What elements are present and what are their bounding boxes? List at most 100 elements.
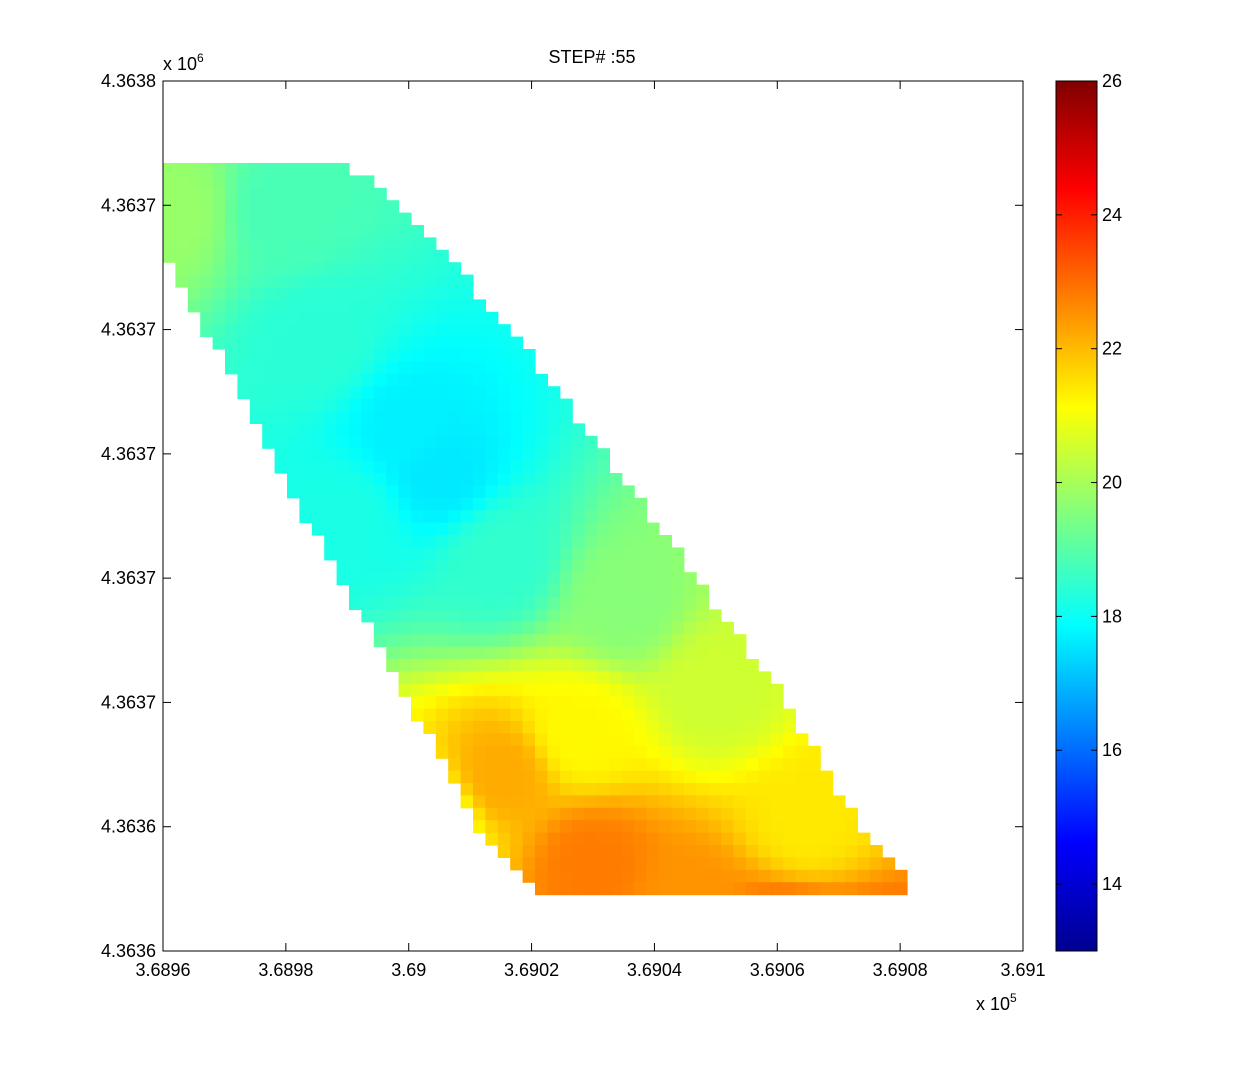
heatmap-cell <box>510 820 524 834</box>
heatmap-cell <box>535 683 548 697</box>
heatmap-cell <box>584 522 598 536</box>
heatmap-cell <box>473 311 486 325</box>
colorbar-tick-label: 18 <box>1102 606 1122 626</box>
heatmap-cell <box>559 845 573 858</box>
heatmap-cell <box>299 225 313 238</box>
heatmap-cell <box>262 411 276 424</box>
heatmap-cell <box>299 373 313 387</box>
heatmap-cell <box>187 249 201 263</box>
heatmap-cell <box>857 832 871 846</box>
heatmap-cell <box>621 584 635 598</box>
heatmap-cell <box>485 386 499 400</box>
heatmap-cell <box>547 572 561 586</box>
heatmap-cell <box>559 733 573 747</box>
heatmap-cell <box>336 398 350 412</box>
heatmap-cell <box>572 448 586 462</box>
heatmap-cell <box>671 621 685 635</box>
heatmap-cell <box>510 373 524 387</box>
heatmap-cell <box>212 262 226 276</box>
heatmap-cell <box>609 820 623 834</box>
heatmap-cell <box>200 212 214 226</box>
heatmap-cell <box>473 411 486 424</box>
heatmap-cell <box>386 200 400 214</box>
heatmap-cell <box>733 820 747 834</box>
heatmap-cell <box>783 733 796 747</box>
heatmap-cell <box>336 535 350 548</box>
heatmap-cell <box>336 423 350 437</box>
heatmap-cell <box>671 869 685 883</box>
y-tick-label: 4.3636 <box>101 817 156 837</box>
heatmap-cell <box>572 584 586 598</box>
heatmap-cell <box>745 869 759 883</box>
heatmap-cell <box>262 175 276 189</box>
heatmap-cell <box>448 547 462 561</box>
heatmap-cell <box>460 287 474 300</box>
heatmap-cell <box>262 349 276 362</box>
heatmap-cell <box>349 448 362 462</box>
heatmap-cell <box>510 448 524 462</box>
heatmap-cell <box>448 311 462 325</box>
heatmap-cell <box>745 820 759 834</box>
heatmap-cell <box>659 584 672 598</box>
heatmap-cell <box>411 225 424 238</box>
heatmap-cell <box>522 411 536 424</box>
heatmap-cell <box>708 882 722 896</box>
heatmap-cell <box>547 411 561 424</box>
heatmap-cell <box>621 609 635 623</box>
heatmap-cell <box>386 311 400 325</box>
heatmap-cell <box>311 411 325 424</box>
heatmap-cell <box>175 212 189 226</box>
heatmap-cell <box>609 609 623 623</box>
heatmap-cell <box>423 621 437 635</box>
heatmap-cell <box>497 497 511 511</box>
heatmap-cell <box>386 212 400 226</box>
heatmap-cell <box>349 435 362 449</box>
heatmap-cell <box>795 857 809 871</box>
heatmap-cell <box>584 783 598 796</box>
heatmap-cell <box>721 758 734 772</box>
heatmap-cell <box>448 287 462 300</box>
heatmap-cell <box>659 634 672 648</box>
heatmap-cell <box>361 187 375 201</box>
heatmap-cell <box>510 683 524 697</box>
heatmap-cell <box>609 634 623 648</box>
heatmap-cell <box>497 373 511 387</box>
heatmap-cell <box>299 287 313 300</box>
heatmap-cell <box>398 535 412 548</box>
heatmap-cell <box>535 373 548 387</box>
heatmap-cell <box>683 733 697 747</box>
heatmap-cell <box>683 621 697 635</box>
heatmap-cell <box>460 708 474 722</box>
heatmap-cell <box>361 299 375 313</box>
heatmap-cell <box>584 435 598 449</box>
heatmap-cell <box>795 745 809 759</box>
heatmap-cell <box>324 423 338 437</box>
heatmap-cell <box>671 857 685 871</box>
heatmap-cell <box>572 497 586 511</box>
heatmap-cell <box>200 200 214 214</box>
heatmap-cell <box>435 671 449 685</box>
heatmap-cell <box>696 634 710 648</box>
heatmap-cell <box>249 163 263 176</box>
heatmap-cell <box>721 845 734 858</box>
heatmap-cell <box>869 882 883 896</box>
heatmap-cell <box>386 349 400 362</box>
heatmap-cell <box>287 200 300 214</box>
heatmap-cell <box>398 584 412 598</box>
heatmap-cell <box>373 237 387 251</box>
heatmap-cell <box>783 820 796 834</box>
heatmap-cell <box>225 349 238 362</box>
heatmap-cell <box>659 572 672 586</box>
heatmap-cell <box>497 634 511 648</box>
heatmap-cell <box>386 435 400 449</box>
heatmap-cell <box>609 646 623 660</box>
heatmap-cell <box>609 845 623 858</box>
heatmap-cell <box>287 287 300 300</box>
heatmap-cell <box>435 299 449 313</box>
heatmap-cell <box>510 435 524 449</box>
heatmap-cell <box>324 249 338 263</box>
heatmap-cell <box>770 696 784 710</box>
heatmap-cell <box>435 336 449 350</box>
heatmap-cell <box>671 646 685 660</box>
heatmap-cell <box>460 522 474 536</box>
